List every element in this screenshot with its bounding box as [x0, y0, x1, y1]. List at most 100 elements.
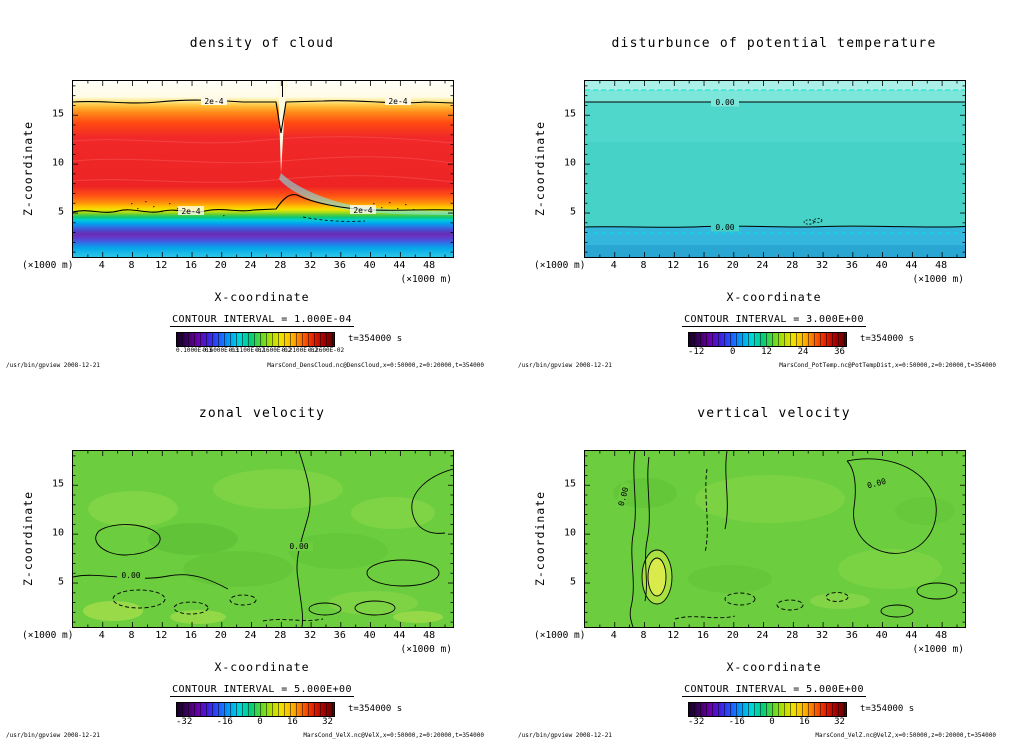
footer-command: /usr/bin/gpview 2008-12-21: [6, 362, 100, 369]
y-axis-ticks: 5 10 15: [554, 450, 578, 626]
x-axis-unit: (×1000 m): [400, 274, 452, 285]
time-label: t=354000 s: [348, 704, 403, 714]
potential-temperature-field: 0.00 0.00: [585, 81, 965, 257]
x-axis-unit: (×1000 m): [400, 644, 452, 655]
colorbar-tick-labels: 0.1000E-03 0.6000E-03 0.1100E-02 0.1600E-02…: [176, 347, 345, 354]
field-blobs: [613, 475, 955, 609]
x-axis-unit: (×1000 m): [912, 274, 964, 285]
y-tick-label: 5: [569, 576, 576, 588]
x-axis-ticks: 4 8 12 16 20 24 28 32 36 40 44 48: [584, 260, 964, 272]
zonal-velocity-field: 0.00 0.00: [73, 451, 453, 627]
x-tick-label: 4: [610, 260, 617, 271]
x-axis-unit: (×1000 m): [912, 644, 964, 655]
x-tick-label: 4: [98, 630, 105, 641]
contour-lines: [629, 451, 958, 627]
colorbar: [688, 332, 847, 347]
x-tick-label: 28: [786, 630, 799, 641]
x-axis-ticks: 4 8 12 16 20 24 28 32 36 40 44 48: [72, 630, 452, 642]
x-tick-label: 24: [244, 630, 257, 641]
colorbar-tick-label: -12: [688, 347, 705, 357]
colorbar-tick-label: -32: [176, 717, 193, 727]
x-tick-label: 8: [128, 630, 135, 641]
contour-label-group: 0.00 0.00: [117, 542, 313, 580]
y-tick-label: 15: [563, 478, 576, 490]
footer-dataset: MarsCond_VelX.nc@VelX,x=0:50000,z=0:2000…: [303, 732, 484, 739]
x-axis-ticks: 4 8 12 16 20 24 28 32 36 40 44 48: [584, 630, 964, 642]
x-tick-label: 36: [845, 260, 858, 271]
x-tick-label: 8: [640, 260, 647, 271]
x-tick-label: 48: [423, 260, 436, 271]
plot-footer: /usr/bin/gpview 2008-12-21 MarsCond_Dens…: [6, 362, 484, 369]
y-tick-label: 10: [51, 527, 64, 539]
contour-interval-label: CONTOUR INTERVAL = 5.000E+00: [170, 684, 354, 697]
time-label: t=354000 s: [860, 704, 915, 714]
contour-label: 0.00: [121, 571, 140, 580]
footer-command: /usr/bin/gpview 2008-12-21: [6, 732, 100, 739]
footer-dataset: MarsCond_VelZ.nc@VelZ,x=0:50000,z=0:2000…: [815, 732, 996, 739]
x-tick-label: 4: [610, 630, 617, 641]
field-blobs: [83, 469, 443, 624]
contour-label: 0.00: [289, 542, 308, 551]
colorbar-tick-label: 0: [257, 717, 263, 727]
x-axis-label: X-coordinate: [214, 660, 310, 674]
colorbar: [688, 702, 847, 717]
footer-command: /usr/bin/gpview 2008-12-21: [518, 362, 612, 369]
plot-area: 0.00 0.00: [584, 450, 966, 628]
x-tick-label: 12: [155, 260, 168, 271]
y-tick-label: 15: [51, 108, 64, 120]
y-tick-label: 15: [563, 108, 576, 120]
colorbar-tick-label: -16: [728, 717, 745, 727]
x-tick-label: 12: [155, 630, 168, 641]
colorbar-tick-label: -16: [216, 717, 233, 727]
x-tick-label: 8: [128, 260, 135, 271]
contour-speckles: [131, 201, 415, 217]
contour-interval: CONTOUR INTERVAL = 5.000E+00: [584, 684, 964, 697]
panel-potential-temperature: disturbunce of potential temperature Z-c…: [512, 0, 1024, 370]
y-tick-label: 5: [57, 576, 64, 588]
y-tick-label: 15: [51, 478, 64, 490]
x-tick-label: 36: [333, 630, 346, 641]
x-axis-ticks: 4 8 12 16 20 24 28 32 36 40 44 48: [72, 260, 452, 272]
colorbar-tick-label: 0: [729, 347, 736, 357]
cloud-texture: [73, 136, 453, 183]
cyan-streak: [279, 173, 453, 215]
contour-label: 2e-4: [181, 207, 200, 216]
plot-footer: /usr/bin/gpview 2008-12-21 MarsCond_PotT…: [518, 362, 996, 369]
panel-zonal-velocity: zonal velocity Z-coordinate 5 10 15: [0, 370, 512, 740]
panel-title: density of cloud: [189, 36, 335, 51]
x-tick-label: 44: [905, 630, 918, 641]
plot-footer: /usr/bin/gpview 2008-12-21 MarsCond_VelZ…: [518, 732, 996, 739]
plot-area: 2e-4 2e-4 2e-4 2e-4: [72, 80, 454, 258]
contour-interval: CONTOUR INTERVAL = 5.000E+00: [72, 684, 452, 697]
x-tick-label: 28: [274, 630, 287, 641]
contour-lines: [585, 89, 965, 234]
y-axis-label: Z-coordinate: [21, 120, 35, 216]
x-tick-label: 20: [726, 630, 739, 641]
contour-interval-label: CONTOUR INTERVAL = 1.000E-04: [170, 314, 354, 327]
x-tick-label: 16: [185, 260, 198, 271]
footer-dataset: MarsCond_PotTemp.nc@PotTempDist,x=0:5000…: [779, 362, 996, 369]
x-tick-label: 24: [244, 260, 257, 271]
x-tick-label: 28: [786, 260, 799, 271]
x-tick-label: 20: [726, 260, 739, 271]
panel-title: zonal velocity: [198, 406, 326, 421]
contour-label: 0.00: [715, 98, 734, 107]
y-axis-unit: (×1000 m): [534, 630, 586, 641]
contour-label: 0.00: [715, 223, 734, 232]
y-tick-label: 5: [57, 206, 64, 218]
x-tick-label: 24: [756, 630, 769, 641]
vertical-velocity-field: 0.00 0.00: [585, 451, 965, 627]
panel-vertical-velocity: vertical velocity Z-coordinate 5 10 15: [512, 370, 1024, 740]
x-axis-label: X-coordinate: [726, 290, 822, 304]
y-axis-ticks: 5 10 15: [554, 80, 578, 256]
x-tick-label: 4: [98, 260, 105, 271]
x-tick-label: 32: [304, 260, 317, 271]
plot-area: 0.00 0.00: [584, 80, 966, 258]
y-axis-label: Z-coordinate: [533, 120, 547, 216]
colorbar-tick-label: 0: [769, 717, 775, 727]
colorbar-tick-labels: -12 0 12 24 36: [688, 347, 845, 357]
y-axis-ticks: 5 10 15: [42, 450, 66, 626]
x-tick-label: 48: [423, 630, 436, 641]
colorbar: [176, 332, 335, 347]
x-tick-label: 48: [935, 260, 948, 271]
